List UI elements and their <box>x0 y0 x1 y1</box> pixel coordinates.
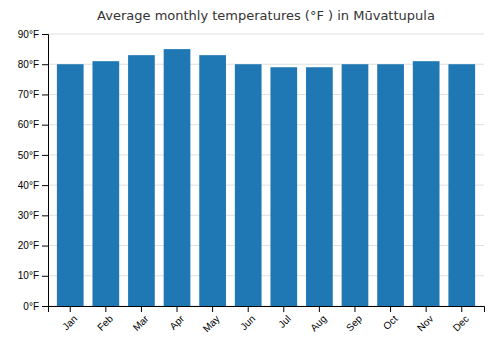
plot: 0°F 10°F 20°F 30°F 40°F 50°F 60°F 70°F 80°F 90°F J… <box>18 29 485 335</box>
tick-mark <box>42 34 48 35</box>
tick: 50°F <box>18 150 48 161</box>
tick-mark <box>141 306 142 312</box>
chart: 0°F 10°F 20°F 30°F 40°F 50°F 60°F 70°F 80°F 90°F J… <box>0 0 500 350</box>
tick-mark <box>42 246 48 247</box>
tick-label: 40°F <box>18 180 39 191</box>
tick: 30°F <box>18 210 48 221</box>
tick-mark <box>319 306 320 312</box>
tick-label: Dec <box>451 313 471 333</box>
tick: 90°F <box>18 29 48 40</box>
bar <box>342 64 369 306</box>
tick: Oct <box>381 306 400 332</box>
tick: Apr <box>167 306 186 332</box>
tick-mark <box>461 306 462 312</box>
tick-label: 10°F <box>18 270 39 281</box>
bar <box>128 55 155 306</box>
tick-label: Aug <box>308 313 328 333</box>
tick-mark <box>177 306 178 312</box>
bar <box>235 64 262 306</box>
tick-mark <box>283 306 284 312</box>
tick-mark <box>426 306 427 312</box>
tick-mark <box>42 215 48 216</box>
tick-label: Jun <box>238 313 257 332</box>
tick-mark <box>105 306 106 312</box>
tick-mark <box>42 125 48 126</box>
tick-mark <box>42 64 48 65</box>
tick: 10°F <box>18 270 48 281</box>
bar <box>448 64 475 306</box>
axis-line <box>42 35 49 307</box>
tick-label: 30°F <box>18 210 39 221</box>
bar <box>92 61 119 306</box>
tick-label: Jul <box>276 313 293 330</box>
tick: Sep <box>344 306 365 333</box>
tick: Nov <box>415 306 435 333</box>
tick: 40°F <box>18 180 48 191</box>
tick-mark <box>42 276 48 277</box>
tick-mark <box>70 306 71 312</box>
tick-label: 0°F <box>23 301 39 312</box>
tick: 20°F <box>18 240 48 251</box>
bar <box>413 61 440 306</box>
tick: 70°F <box>18 89 48 100</box>
tick: Jul <box>276 306 293 330</box>
tick-label: 50°F <box>18 150 39 161</box>
tick: Jun <box>238 306 257 332</box>
tick-label: 80°F <box>18 59 39 70</box>
tick-mark <box>42 185 48 186</box>
tick-mark <box>42 94 48 95</box>
tick: Dec <box>451 306 471 333</box>
bar <box>377 64 404 306</box>
tick-mark <box>42 306 48 307</box>
tick-mark <box>248 306 249 312</box>
tick-label: Mar <box>131 313 151 333</box>
tick: May <box>201 306 222 334</box>
tick-label: Jan <box>60 313 79 332</box>
tick: 80°F <box>18 59 48 70</box>
grid <box>48 34 484 306</box>
tick: 60°F <box>18 119 48 130</box>
grid-line <box>48 34 484 35</box>
bar <box>199 55 226 306</box>
tick-label: 90°F <box>18 29 39 40</box>
bar <box>57 64 84 306</box>
tick-label: Feb <box>95 313 115 333</box>
tick-label: Nov <box>415 313 435 333</box>
tick-label: 70°F <box>18 89 39 100</box>
tick-mark <box>390 306 391 312</box>
tick: Aug <box>308 306 328 333</box>
tick: Mar <box>131 306 151 333</box>
bar <box>306 67 333 306</box>
tick-label: 60°F <box>18 119 39 130</box>
bar <box>270 67 297 306</box>
x-axis: Jan Feb Mar Apr May Jun Jul Aug Sep Oct Nov Dec <box>49 306 485 334</box>
tick-mark <box>354 306 355 312</box>
tick-mark <box>42 155 48 156</box>
tick-label: Oct <box>381 313 400 332</box>
bars <box>57 49 475 306</box>
tick-label: May <box>201 313 222 334</box>
tick: 0°F <box>23 301 48 312</box>
tick-mark <box>212 306 213 312</box>
y-axis: 0°F 10°F 20°F 30°F 40°F 50°F 60°F 70°F 80°F 90°F <box>18 29 49 312</box>
title: Average monthly temperatures (°F ) in Mū… <box>97 8 435 23</box>
tick-label: Apr <box>167 313 186 332</box>
axis-line <box>49 307 485 313</box>
bar <box>164 49 191 306</box>
tick-label: 20°F <box>18 240 39 251</box>
tick-label: Sep <box>344 313 365 334</box>
tick: Jan <box>60 306 79 332</box>
tick: Feb <box>95 306 115 333</box>
